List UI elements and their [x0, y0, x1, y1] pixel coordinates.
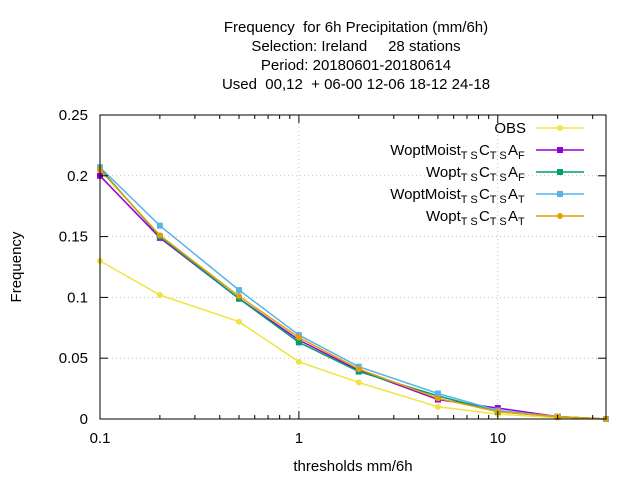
- data-point: [434, 395, 441, 402]
- data-point: [295, 358, 302, 365]
- legend-label-part: Wopt: [426, 208, 462, 225]
- legend-label-part: OBS: [494, 120, 526, 137]
- series-0: [97, 257, 609, 422]
- plot-series: [97, 164, 609, 422]
- chart-title: Frequency for 6h Precipitation (mm/6h) Se…: [222, 19, 490, 93]
- legend-label-part: WoptMoist: [390, 186, 461, 203]
- legend-label-subscript: T S: [461, 216, 478, 228]
- title-line: Used 00,12 + 06-00 12-06 18-12 24-18: [222, 76, 490, 93]
- y-tick-label: 0.15: [59, 229, 88, 246]
- title-line: Period: 20180601-20180614: [261, 57, 451, 74]
- y-axis-label: Frequency: [8, 231, 25, 302]
- legend-swatch-marker: [557, 213, 563, 219]
- x-tick-label: 0.1: [90, 430, 111, 447]
- series-line: [99, 260, 607, 420]
- plot-frame: [99, 114, 607, 420]
- legend-swatch-marker: [557, 125, 563, 131]
- legend-label-part: A: [508, 164, 518, 181]
- legend-label-part: C: [479, 164, 490, 181]
- series-4: [97, 166, 609, 422]
- legend-baseline-reset: [525, 186, 526, 203]
- legend-entry-label: WoptT S CT S AT: [426, 208, 526, 228]
- data-point: [236, 287, 243, 294]
- series-line: [99, 168, 607, 420]
- legend-label-part: A: [508, 142, 518, 159]
- legend-entry-label: WoptT S CT S AF: [426, 164, 526, 184]
- legend-label-subscript: T: [518, 194, 525, 206]
- data-point: [295, 339, 302, 346]
- axis-ticks: 0 0.05 0.1 0.15 0.2 0.25 0.1 1 10: [59, 107, 606, 447]
- legend-label-part: Wopt: [426, 164, 462, 181]
- x-tick-label: 10: [489, 430, 506, 447]
- y-tick-label: 0.1: [67, 289, 88, 306]
- legend-entry-label: OBS: [494, 120, 526, 137]
- data-point: [236, 318, 243, 325]
- legend-swatch-marker: [557, 191, 563, 197]
- legend-label-subscript: F: [518, 150, 525, 162]
- legend-baseline-reset: [525, 142, 526, 159]
- legend-label-subscript: T S: [490, 150, 507, 162]
- legend-label-subscript: T S: [490, 216, 507, 228]
- legend-label-subscript: T S: [461, 172, 478, 184]
- legend-label-subscript: T S: [490, 194, 507, 206]
- series-line: [99, 169, 607, 420]
- y-tick-label: 0.05: [59, 350, 88, 367]
- title-line: Frequency for 6h Precipitation (mm/6h): [224, 19, 488, 36]
- legend-label-subscript: T S: [461, 150, 478, 162]
- data-point: [434, 403, 441, 410]
- legend-label-part: A: [508, 208, 518, 225]
- legend-label-part: A: [508, 186, 518, 203]
- legend-baseline-reset: [525, 164, 526, 181]
- x-axis-label: thresholds mm/6h: [293, 458, 412, 475]
- legend-label-subscript: T: [518, 216, 525, 228]
- legend-swatch-marker: [557, 169, 563, 175]
- title-line: Selection: Ireland 28 stations: [251, 38, 460, 55]
- y-tick-label: 0: [80, 411, 88, 428]
- legend-baseline-reset: [525, 208, 526, 225]
- legend-label-part: C: [479, 186, 490, 203]
- grid-lines: [100, 115, 606, 419]
- legend-label-subscript: F: [518, 172, 525, 184]
- legend-swatch-marker: [557, 147, 563, 153]
- legend-label-part: C: [479, 142, 490, 159]
- data-point: [156, 222, 163, 229]
- series-2: [97, 165, 609, 422]
- data-point: [156, 291, 163, 298]
- legend-label-subscript: T S: [461, 194, 478, 206]
- y-tick-label: 0.25: [59, 107, 88, 124]
- x-tick-label: 1: [295, 430, 303, 447]
- legend-label-subscript: T S: [490, 172, 507, 184]
- series-3: [97, 164, 609, 422]
- data-point: [236, 293, 243, 300]
- legend-entry-label: WoptMoistT S CT S AT: [390, 186, 526, 206]
- legend-label-part: C: [479, 208, 490, 225]
- y-tick-label: 0.2: [67, 168, 88, 185]
- data-point: [355, 379, 362, 386]
- data-point: [156, 232, 163, 239]
- data-point: [355, 366, 362, 373]
- legend-label-part: WoptMoist: [390, 142, 461, 159]
- data-point: [295, 334, 302, 341]
- legend-entry-label: WoptMoistT S CT S AF: [390, 142, 526, 162]
- data-point: [434, 390, 441, 397]
